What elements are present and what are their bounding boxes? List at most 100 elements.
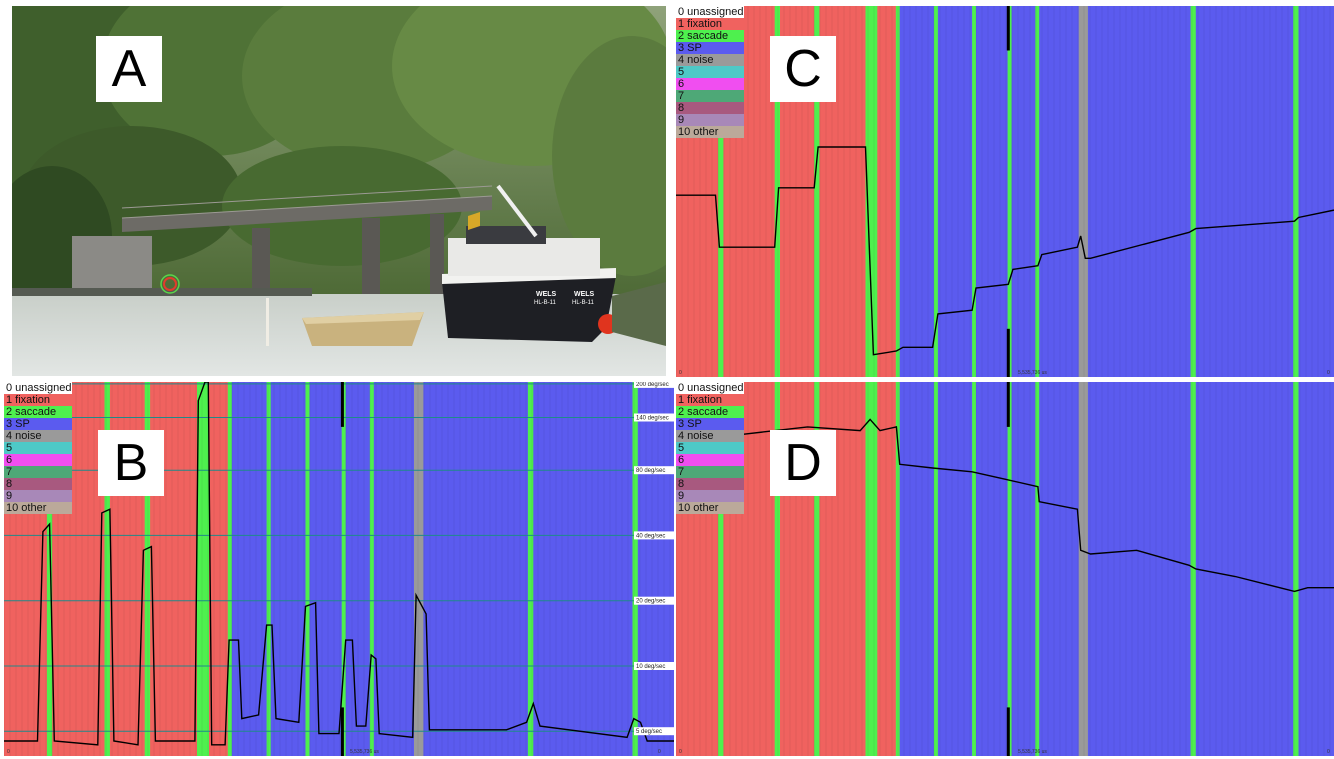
playback-cursor[interactable]: [1006, 382, 1010, 427]
label-segment[interactable]: [865, 6, 878, 377]
label-segment[interactable]: [877, 6, 897, 377]
label-segment[interactable]: [1078, 6, 1089, 377]
label-segment[interactable]: [1078, 382, 1089, 756]
legend-item[interactable]: 10 other: [4, 502, 72, 514]
label-segment[interactable]: [1190, 382, 1197, 756]
legend-item[interactable]: 5: [676, 66, 744, 78]
label-segment[interactable]: [1011, 6, 1036, 377]
label-segment[interactable]: [895, 6, 901, 377]
legend-item[interactable]: 6: [676, 78, 744, 90]
label-segment[interactable]: [231, 382, 268, 756]
label-segment[interactable]: [774, 382, 781, 756]
label-segment[interactable]: [1035, 6, 1040, 377]
legend-item[interactable]: 8: [4, 478, 72, 490]
label-segment[interactable]: [972, 382, 977, 756]
label-segment[interactable]: [1293, 382, 1299, 756]
label-segment[interactable]: [1195, 6, 1294, 377]
legend-item[interactable]: 1 fixation: [676, 394, 744, 406]
legend-item[interactable]: 9: [676, 490, 744, 502]
label-segment[interactable]: [527, 382, 534, 756]
legend-item[interactable]: 4 noise: [676, 430, 744, 442]
legend-item[interactable]: 0 unassigned: [676, 6, 744, 18]
label-segment[interactable]: [1039, 382, 1080, 756]
label-segment[interactable]: [533, 382, 633, 756]
label-segment[interactable]: [345, 382, 371, 756]
label-segment[interactable]: [933, 382, 939, 756]
legend-item[interactable]: 8: [676, 102, 744, 114]
legend-item[interactable]: 5: [676, 442, 744, 454]
label-segment[interactable]: [266, 382, 272, 756]
legend-item[interactable]: 10 other: [676, 126, 744, 138]
label-segment[interactable]: [1011, 382, 1036, 756]
playback-cursor[interactable]: [340, 382, 344, 427]
label-segment[interactable]: [895, 382, 901, 756]
label-segment[interactable]: [937, 382, 973, 756]
legend-item[interactable]: 7: [4, 466, 72, 478]
label-segment[interactable]: [976, 382, 1009, 756]
legend-item[interactable]: 3 SP: [676, 42, 744, 54]
legend-item[interactable]: 6: [4, 454, 72, 466]
legend-item[interactable]: 3 SP: [4, 418, 72, 430]
playback-cursor[interactable]: [1006, 707, 1010, 756]
label-segment[interactable]: [144, 382, 151, 756]
legend-item[interactable]: 6: [676, 454, 744, 466]
label-legend[interactable]: 0 unassigned 1 fixation 2 saccade 3 SP 4 noi…: [4, 382, 72, 514]
label-segment[interactable]: [305, 382, 311, 756]
legend-item[interactable]: 2 saccade: [676, 406, 744, 418]
legend-item[interactable]: 9: [676, 114, 744, 126]
legend-item[interactable]: 1 fixation: [676, 18, 744, 30]
label-segment[interactable]: [1190, 6, 1197, 377]
legend-item[interactable]: 10 other: [676, 502, 744, 514]
legend-item[interactable]: 4 noise: [676, 54, 744, 66]
label-segment[interactable]: [933, 6, 939, 377]
label-segment[interactable]: [718, 382, 724, 756]
legend-item[interactable]: 4 noise: [4, 430, 72, 442]
label-segment[interactable]: [976, 6, 1009, 377]
label-segment[interactable]: [899, 382, 935, 756]
label-segment[interactable]: [1293, 6, 1299, 377]
label-segment[interactable]: [632, 382, 639, 756]
label-segment[interactable]: [369, 382, 375, 756]
label-segment[interactable]: [197, 382, 210, 756]
label-segment[interactable]: [414, 382, 424, 756]
label-segment[interactable]: [899, 6, 935, 377]
legend-item[interactable]: 8: [676, 478, 744, 490]
legend-item[interactable]: 0 unassigned: [676, 382, 744, 394]
label-segment[interactable]: [1298, 382, 1334, 756]
x-position-plot-panel[interactable]: 0 5,535,736 us 0 0 unassigned 1 fixation 2…: [676, 6, 1334, 377]
label-segment[interactable]: [1087, 6, 1191, 377]
label-segment[interactable]: [877, 382, 897, 756]
legend-item[interactable]: 7: [676, 90, 744, 102]
legend-item[interactable]: 3 SP: [676, 418, 744, 430]
legend-item[interactable]: 1 fixation: [4, 394, 72, 406]
label-segment[interactable]: [46, 382, 53, 756]
label-legend[interactable]: 0 unassigned 1 fixation 2 saccade 3 SP 4 noi…: [676, 382, 744, 514]
label-segment[interactable]: [637, 382, 674, 756]
label-segment[interactable]: [309, 382, 343, 756]
label-segment[interactable]: [937, 6, 973, 377]
label-segment[interactable]: [1007, 6, 1012, 377]
label-segment[interactable]: [373, 382, 415, 756]
label-segment[interactable]: [104, 382, 111, 756]
label-segment[interactable]: [1007, 382, 1012, 756]
label-segment[interactable]: [341, 382, 347, 756]
label-segment[interactable]: [1195, 382, 1294, 756]
label-legend[interactable]: 0 unassigned 1 fixation 2 saccade 3 SP 4 noi…: [676, 6, 744, 138]
label-segment[interactable]: [972, 6, 977, 377]
playback-cursor[interactable]: [340, 707, 344, 756]
label-segment[interactable]: [774, 6, 781, 377]
legend-item[interactable]: 2 saccade: [4, 406, 72, 418]
label-segment[interactable]: [814, 6, 820, 377]
legend-item[interactable]: 5: [4, 442, 72, 454]
y-position-plot-panel[interactable]: 0 5,535,736 us 0 0 unassigned 1 fixation 2…: [676, 382, 1334, 756]
label-segment[interactable]: [1035, 382, 1040, 756]
playback-cursor[interactable]: [1006, 6, 1010, 51]
legend-item[interactable]: 0 unassigned: [4, 382, 72, 394]
legend-item[interactable]: 7: [676, 466, 744, 478]
legend-item[interactable]: 2 saccade: [676, 30, 744, 42]
label-segment[interactable]: [718, 6, 724, 377]
label-segment[interactable]: [1298, 6, 1334, 377]
label-segment[interactable]: [814, 382, 820, 756]
playback-cursor[interactable]: [1006, 328, 1010, 377]
label-segment[interactable]: [1039, 6, 1080, 377]
